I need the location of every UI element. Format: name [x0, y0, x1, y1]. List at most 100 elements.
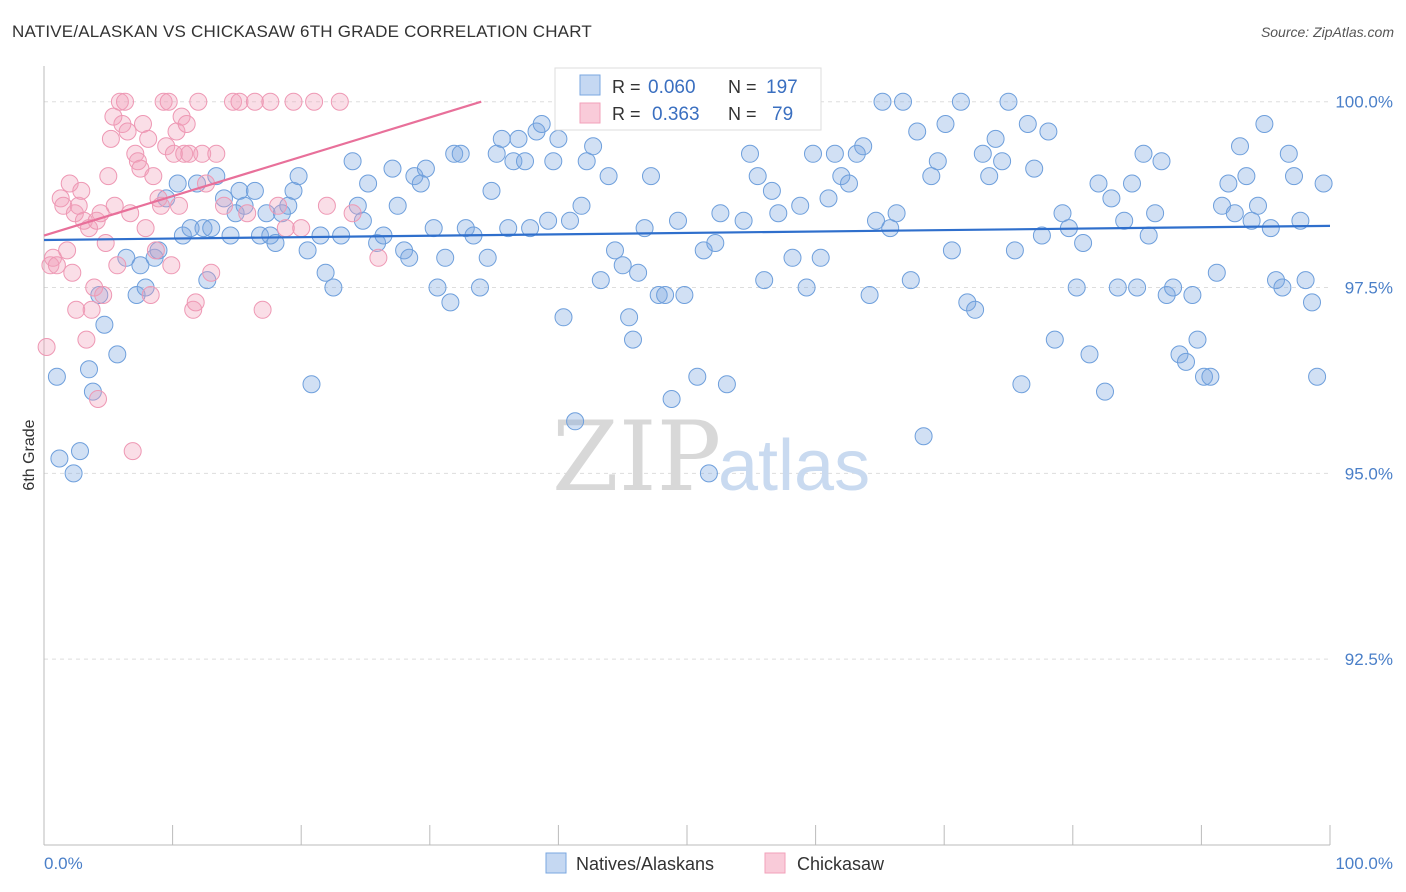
native-point-175 [1188, 330, 1207, 349]
native-point-111 [755, 271, 774, 290]
native-point-147 [1005, 241, 1024, 260]
native-point-73 [516, 152, 534, 171]
native-point-69 [492, 129, 511, 148]
chickasaw-point-10 [67, 300, 86, 319]
native-point-99 [675, 286, 694, 304]
native-point-108 [734, 211, 753, 230]
native-point-105 [711, 204, 730, 223]
native-point-184 [1242, 211, 1261, 230]
native-point-77 [539, 211, 558, 230]
native-point-33 [266, 234, 285, 252]
native-point-133 [908, 122, 927, 141]
native-point-37 [289, 167, 308, 186]
native-point-185 [1249, 196, 1267, 215]
native-point-44 [343, 152, 362, 171]
native-point-38 [298, 241, 317, 260]
native-point-149 [1018, 115, 1037, 133]
native-point-140 [958, 293, 977, 312]
chickasaw-point-35 [128, 152, 147, 171]
native-point-117 [797, 278, 816, 297]
native-point-188 [1267, 271, 1285, 290]
y-tick-label-0: 100.0% [1335, 93, 1393, 112]
chickasaw-point-72 [284, 92, 303, 111]
chickasaw-point-40 [141, 286, 160, 304]
native-point-113 [769, 204, 788, 223]
y-axis-label: 6th Grade [21, 419, 38, 490]
legend-r-value-2: 0.363 [652, 104, 700, 125]
chickasaw-point-28 [110, 92, 129, 111]
native-point-59 [436, 248, 455, 267]
native-point-63 [456, 219, 475, 238]
native-point-158 [1080, 345, 1099, 364]
chickasaw-point-66 [238, 204, 257, 223]
native-point-196 [1314, 174, 1333, 193]
chickasaw-point-14 [77, 330, 96, 349]
native-point-79 [549, 129, 568, 148]
native-point-171 [1164, 278, 1183, 297]
y-tick-label-2: 95.0% [1345, 464, 1393, 483]
chickasaw-point-71 [276, 219, 295, 238]
native-point-62 [451, 144, 470, 163]
native-point-187 [1261, 219, 1280, 238]
native-point-152 [1039, 122, 1058, 141]
chickasaw-point-41 [144, 167, 163, 186]
trend-lines [43, 100, 1331, 242]
native-point-159 [1089, 174, 1108, 193]
chickasaw-point-1 [41, 256, 60, 275]
chickasaw-point-12 [72, 181, 91, 200]
axes [43, 66, 1331, 846]
native-point-20 [194, 219, 213, 238]
native-point-123 [840, 174, 858, 193]
series-legend: Natives/Alaskans Chickasaw [545, 852, 885, 874]
native-point-122 [832, 167, 851, 186]
native-point-195 [1308, 367, 1327, 386]
native-point-65 [471, 278, 489, 297]
native-point-154 [1053, 204, 1072, 223]
chickasaw-point-4 [51, 189, 70, 208]
chickasaw-point-22 [96, 234, 115, 252]
trend-line-0 [43, 224, 1331, 242]
native-point-162 [1108, 278, 1127, 297]
chickasaw-point-76 [330, 92, 349, 111]
native-point-42 [324, 278, 343, 297]
chickasaw-point-21 [94, 286, 113, 304]
native-point-183 [1237, 167, 1256, 186]
chickasaw-point-38 [136, 219, 155, 238]
chickasaw-point-31 [118, 122, 137, 141]
native-point-110 [748, 167, 767, 186]
native-point-172 [1170, 345, 1189, 364]
legend-swatch-blue [579, 74, 601, 96]
native-point-145 [993, 152, 1012, 171]
chickasaw-point-7 [60, 174, 79, 193]
native-point-48 [368, 234, 387, 252]
series-natives-points [47, 92, 1333, 483]
native-point-134 [914, 427, 933, 446]
native-point-50 [383, 159, 402, 178]
native-point-76 [532, 115, 551, 133]
chickasaw-point-65 [230, 92, 249, 111]
legend-n-value-2: 79 [772, 104, 793, 125]
native-point-7 [95, 315, 114, 334]
native-point-53 [400, 248, 419, 267]
native-point-139 [951, 92, 970, 111]
native-point-157 [1074, 234, 1093, 252]
x-tick-label-0: 0.0% [44, 854, 83, 873]
native-point-16 [168, 174, 187, 193]
native-point-67 [482, 181, 501, 200]
native-point-40 [311, 226, 330, 245]
watermark-zip: ZIP [552, 401, 721, 513]
legend-r-value-1: 0.060 [648, 77, 696, 98]
native-point-39 [302, 375, 321, 394]
native-point-30 [251, 226, 269, 245]
native-point-17 [173, 226, 192, 245]
native-point-150 [1025, 159, 1044, 178]
native-point-137 [936, 115, 955, 133]
native-point-169 [1152, 152, 1171, 171]
native-point-109 [741, 144, 759, 163]
x-tick-label-1: 100.0% [1335, 854, 1393, 873]
native-point-4 [80, 360, 98, 379]
native-point-94 [642, 167, 660, 186]
native-point-72 [509, 129, 528, 148]
native-point-66 [478, 248, 497, 267]
chart-title: NATIVE/ALASKAN VS CHICKASAW 6TH GRADE CO… [12, 22, 592, 41]
